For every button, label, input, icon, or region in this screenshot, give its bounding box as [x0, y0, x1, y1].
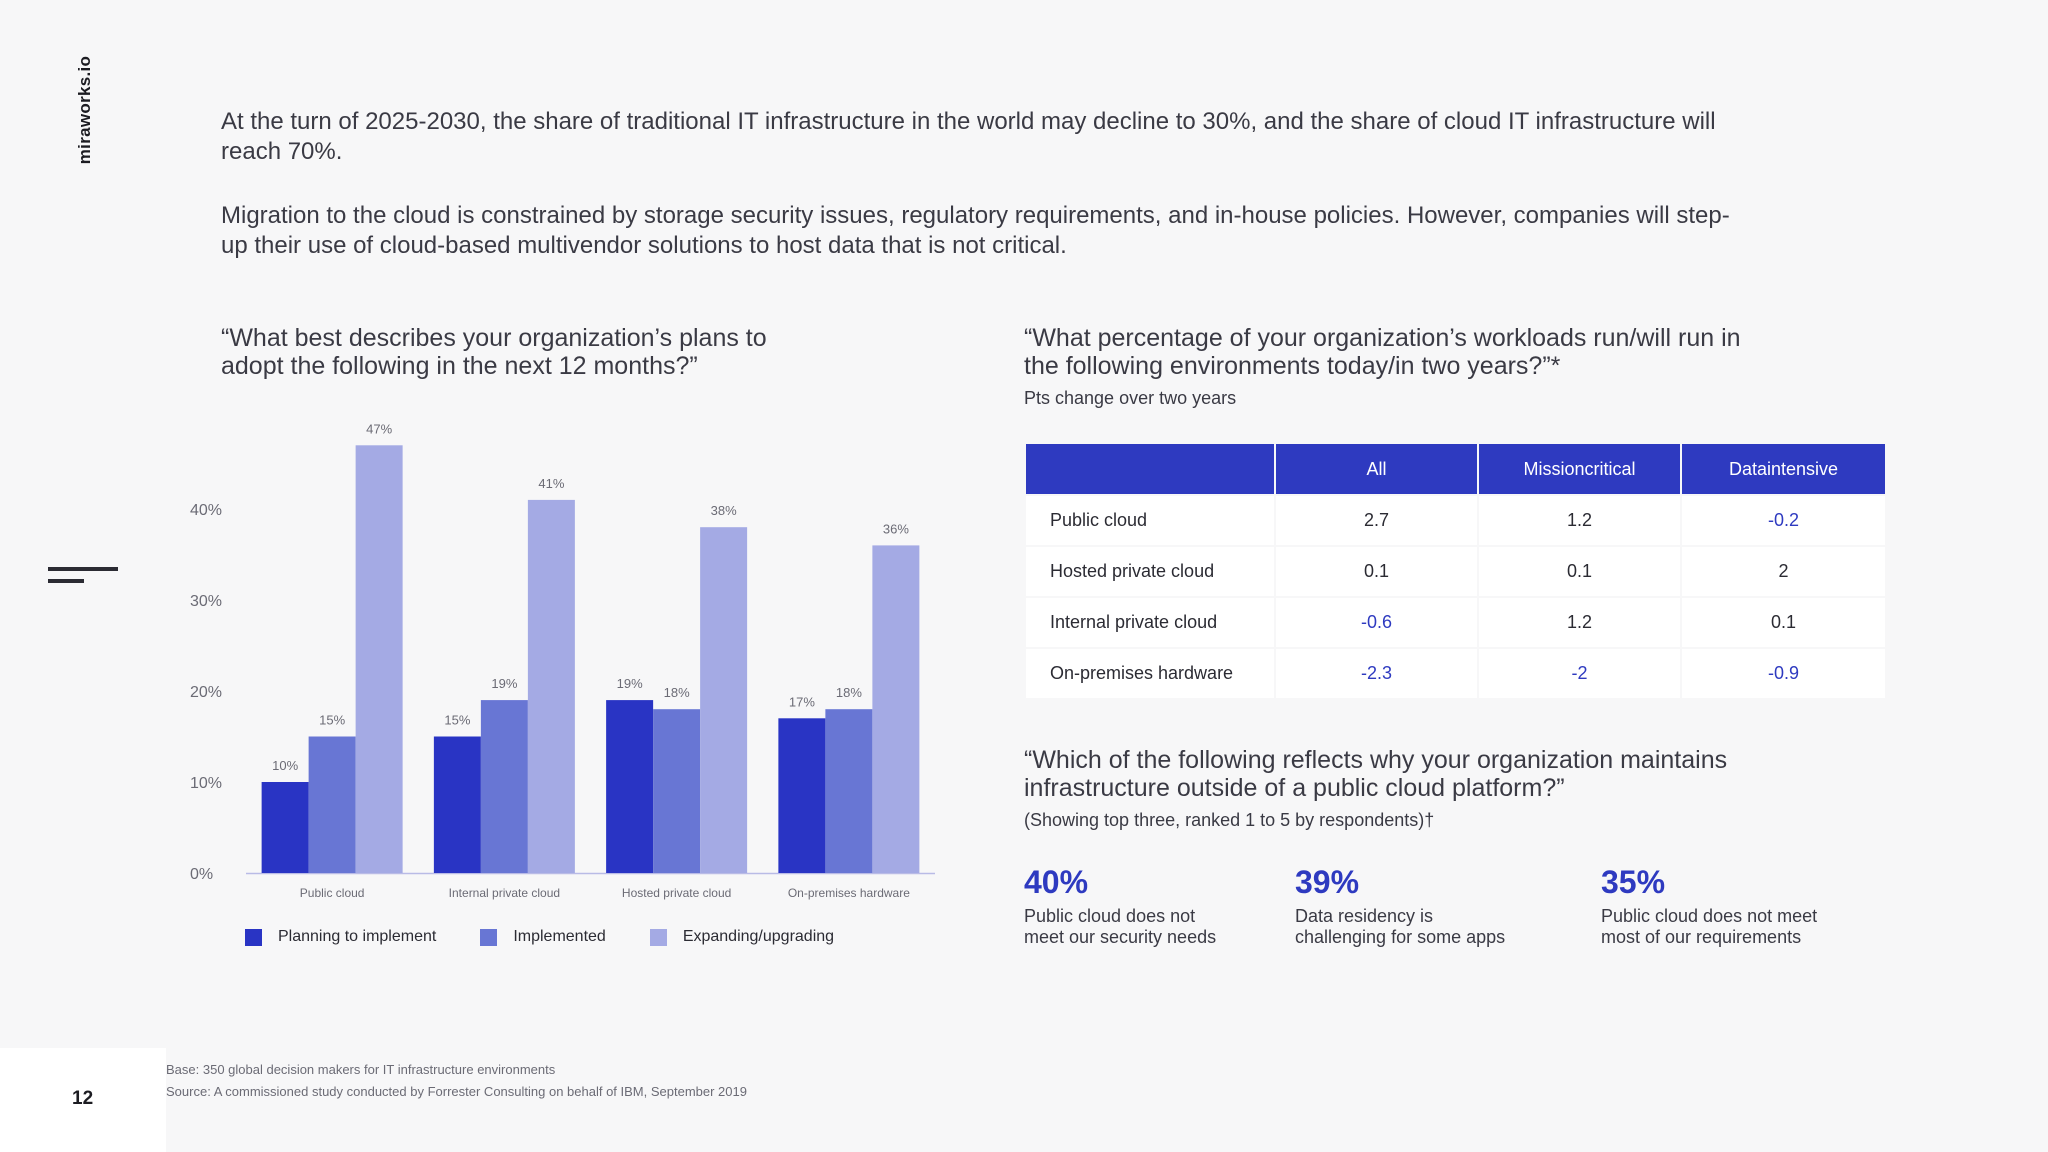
legend-swatch-planning — [245, 928, 262, 946]
chart-legend: Planning to implement Implemented Expand… — [245, 928, 834, 946]
footnote-source: Source: A commissioned study conducted b… — [166, 1084, 747, 1099]
cell-value: 0.1 — [1276, 547, 1477, 596]
bar — [308, 736, 356, 873]
page-number-box — [0, 1048, 166, 1152]
stat-card: 35% Public cloud does not meet most of o… — [1601, 862, 1817, 948]
reasons-question: “Which of the following reflects why you… — [1024, 746, 1728, 802]
bar — [261, 782, 309, 873]
row-label: On-premises hardware — [1026, 649, 1274, 698]
stat-line: challenging for some apps — [1295, 927, 1506, 947]
bar-value-label: 18% — [836, 685, 862, 700]
x-tick-label: Public cloud — [300, 886, 365, 900]
bar-value-label: 10% — [272, 758, 298, 773]
bar-value-label: 19% — [491, 676, 517, 691]
cell-value: 0.1 — [1682, 598, 1885, 647]
table-row: Internal private cloud -0.6 1.2 0.1 — [1026, 598, 1885, 647]
x-tick-label: Internal private cloud — [449, 886, 560, 900]
bar-value-label: 36% — [883, 521, 909, 536]
table-header-row: All Missioncritical Dataintensive — [1026, 444, 1885, 494]
table-subtitle: Pts change over two years — [1024, 388, 1237, 408]
menu-icon[interactable] — [48, 565, 118, 585]
bar — [527, 499, 575, 873]
legend-swatch-expanding — [649, 928, 667, 946]
cell-value: 1.2 — [1479, 496, 1680, 545]
stat-description: Public cloud does not meet our security … — [1024, 906, 1216, 948]
legend-item-expanding: Expanding/upgrading — [649, 928, 835, 946]
bar — [778, 718, 826, 873]
stat-description: Data residency is challenging for some a… — [1295, 906, 1505, 948]
cell-value: 1.2 — [1479, 598, 1680, 647]
cell-value: -2.3 — [1276, 649, 1477, 698]
stat-percent: 35% — [1601, 864, 1666, 900]
chart-question: “What best describes your organization’s… — [221, 324, 767, 380]
stat-line: Public cloud does not — [1024, 906, 1196, 926]
reasons-subtitle: (Showing top three, ranked 1 to 5 by res… — [1024, 810, 1435, 830]
y-tick-label: 10% — [190, 775, 222, 792]
row-label: Hosted private cloud — [1026, 547, 1274, 596]
stat-card: 39% Data residency is challenging for so… — [1295, 862, 1505, 948]
legend-swatch-implemented — [480, 928, 498, 946]
x-tick-label: On-premises hardware — [788, 886, 910, 900]
stat-line: meet our security needs — [1024, 927, 1217, 947]
table-header-corner — [1026, 444, 1274, 494]
cell-value: 2 — [1682, 547, 1885, 596]
y-tick-label: 20% — [190, 684, 222, 701]
bar — [825, 709, 873, 873]
table-row: Hosted private cloud 0.1 0.1 2 — [1026, 547, 1885, 596]
footnote-base: Base: 350 global decision makers for IT … — [166, 1062, 556, 1077]
table-header-all: All — [1276, 444, 1477, 494]
bar-value-label: 17% — [789, 694, 815, 709]
brand-logo: miraworks.io — [70, 50, 100, 170]
bar-value-label: 15% — [444, 713, 470, 728]
stat-card: 40% Public cloud does not meet our secur… — [1024, 862, 1216, 948]
cell-value: -0.9 — [1682, 649, 1885, 698]
stat-line: Data residency is — [1295, 906, 1434, 926]
y-tick-label: 40% — [190, 502, 222, 519]
brand-text: miraworks.io — [75, 55, 94, 165]
cell-value: -0.2 — [1682, 496, 1885, 545]
bar — [433, 736, 481, 873]
cell-value: -2 — [1479, 649, 1680, 698]
page-number: 12 — [72, 1088, 94, 1109]
stat-description: Public cloud does not meet most of our r… — [1601, 906, 1817, 948]
bar — [355, 445, 403, 873]
bar-value-label: 47% — [366, 421, 392, 436]
row-label: Internal private cloud — [1026, 598, 1274, 647]
bar-value-label: 18% — [664, 685, 690, 700]
stat-percent: 40% — [1024, 864, 1089, 900]
stat-percent: 39% — [1295, 864, 1360, 900]
bar-value-label: 41% — [538, 476, 564, 491]
legend-item-implemented: Implemented — [480, 928, 606, 946]
stat-line: Public cloud does not meet — [1601, 906, 1818, 926]
bar — [700, 527, 748, 873]
table-row: Public cloud 2.7 1.2 -0.2 — [1026, 496, 1885, 545]
cell-value: 0.1 — [1479, 547, 1680, 596]
bar — [480, 700, 528, 873]
x-tick-label: Hosted private cloud — [622, 886, 731, 900]
stat-line: most of our requirements — [1601, 927, 1802, 947]
workload-table: All Missioncritical Dataintensive Public… — [1024, 442, 1887, 700]
legend-item-planning: Planning to implement — [245, 928, 436, 946]
legend-label-implemented: Implemented — [513, 928, 606, 945]
table-header-missioncritical: Missioncritical — [1479, 444, 1680, 494]
bar-value-label: 15% — [319, 713, 345, 728]
y-tick-label: 30% — [190, 593, 222, 610]
legend-label-expanding: Expanding/upgrading — [682, 928, 835, 945]
bar — [606, 700, 654, 873]
cell-value: 2.7 — [1276, 496, 1477, 545]
bar — [653, 709, 701, 873]
bar — [872, 545, 920, 873]
row-label: Public cloud — [1026, 496, 1274, 545]
table-question: “What percentage of your organization’s … — [1024, 324, 1741, 380]
legend-label-planning: Planning to implement — [278, 928, 437, 945]
table-row: On-premises hardware -2.3 -2 -0.9 — [1026, 649, 1885, 698]
bar-value-label: 19% — [617, 676, 643, 691]
table-header-dataintensive: Dataintensive — [1682, 444, 1885, 494]
intro-paragraph-2: Migration to the cloud is constrained by… — [221, 202, 1730, 259]
y-tick-label: 0% — [190, 866, 213, 883]
cell-value: -0.6 — [1276, 598, 1477, 647]
bar-chart: 0% 10% 20% 30% 40% 10% 15% 47% Public cloud 15% 19… — [190, 421, 935, 900]
intro-paragraph-1: At the turn of 2025-2030, the share of t… — [221, 108, 1716, 165]
bar-value-label: 38% — [711, 503, 737, 518]
